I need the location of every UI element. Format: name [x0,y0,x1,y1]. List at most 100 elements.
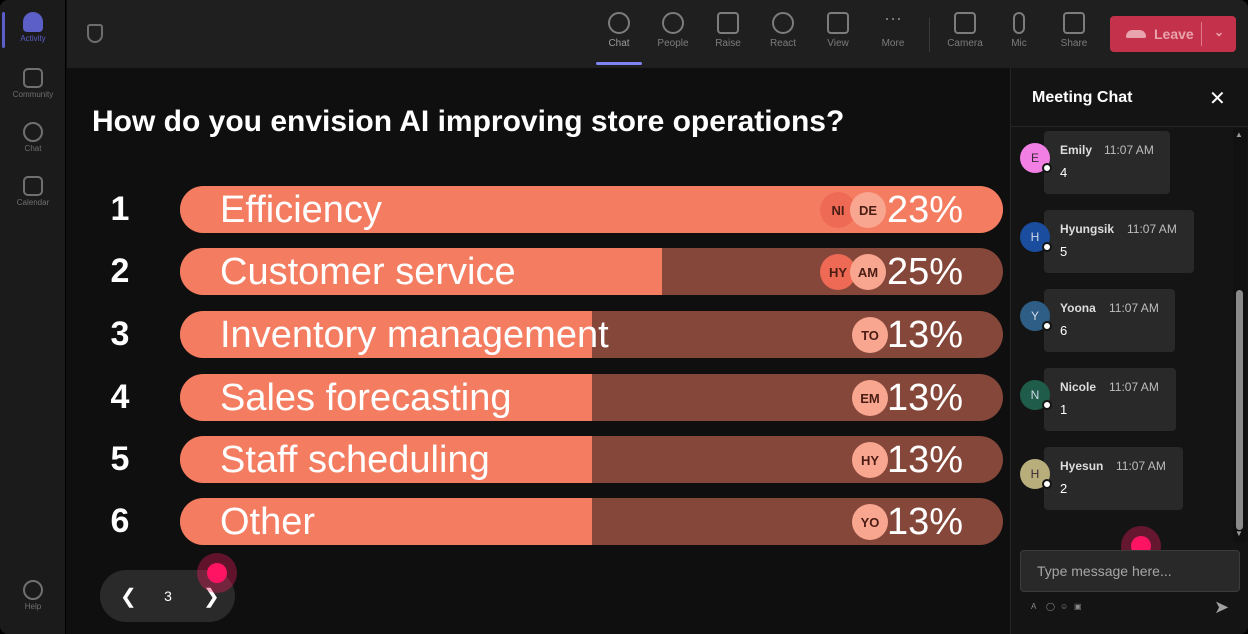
scrollbar-thumb[interactable] [1236,290,1243,530]
sender-avatar: H [1020,222,1052,252]
emoji-icon[interactable]: ☺ [1060,602,1069,611]
message-compose-box[interactable] [1020,550,1240,592]
smiley-icon [772,12,794,34]
option-bar: Sales forecasting 13% EM [180,374,1003,421]
message-text: 6 [1060,323,1068,338]
rail-item-calendar[interactable]: Calendar [0,176,66,207]
chat-message[interactable]: Emily 11:07 AM 4 [1044,131,1170,194]
chat-divider [1011,126,1248,127]
sender-name: Hyungsik [1060,222,1115,236]
react-button[interactable]: React [759,12,807,49]
gif-icon[interactable]: ▣ [1074,602,1082,611]
sender-avatar: E [1020,143,1052,173]
option-number: 1 [110,190,130,228]
chevron-down-icon[interactable]: ⌄ [1213,25,1224,39]
message-text: 2 [1060,481,1068,496]
bell-icon [23,12,43,32]
sender-name: Nicole [1060,380,1097,394]
chat-icon [23,122,43,142]
camera-off-icon [954,12,976,34]
view-button[interactable]: View [814,12,862,49]
send-icon[interactable]: ➤ [1214,597,1230,617]
poll-results: How do you envision AI improving store o… [67,68,1010,634]
more-button[interactable]: ⋯ More [881,9,905,49]
rail-item-activity[interactable]: Activity [0,12,66,43]
community-icon [23,68,43,88]
shield-icon[interactable] [87,24,103,43]
chat-active-indicator [596,62,642,65]
sender-avatar: N [1020,380,1052,410]
rail-item-help[interactable]: Help [0,580,66,611]
chat-button[interactable]: Chat [595,12,643,49]
chevron-right-icon[interactable]: ❯ [203,586,220,608]
option-label: Efficiency [220,189,382,231]
message-text: 4 [1060,165,1068,180]
option-bar-fill [180,498,592,545]
avatar-initial: Y [1030,309,1039,323]
chat-message[interactable]: Hyesun 11:07 AM 2 [1044,447,1183,510]
share-button[interactable]: Share [1050,12,1098,49]
message-text: 1 [1060,402,1068,417]
voter-avatar: TO [852,317,888,353]
option-label: Inventory management [220,314,609,356]
presence-indicator [1042,163,1052,173]
option-bar-fill [180,311,592,358]
option-percentage: 23% [886,189,963,231]
leave-button[interactable]: Leave ⌄ [1110,16,1236,52]
chat-title: Meeting Chat [1032,89,1133,106]
close-icon[interactable]: ✕ [1209,88,1226,110]
scroll-down-arrow[interactable]: ▼ [1235,529,1243,538]
option-label: Customer service [220,251,516,293]
format-icon[interactable]: A [1031,602,1037,611]
message-time: 11:07 AM [1127,222,1177,236]
message-input[interactable] [1021,551,1239,591]
rail-active-indicator [2,12,5,48]
poll-option-row: 6 Other 13% YO [67,498,1010,546]
mic-button[interactable]: Mic [995,12,1043,49]
rail-item-community[interactable]: Community [0,68,66,99]
people-button[interactable]: People [649,12,697,49]
rail-item-chat[interactable]: Chat [0,122,66,153]
option-number: 5 [110,440,130,478]
voter-avatar: HY [852,442,888,478]
chat-message[interactable]: Yoona 11:07 AM 6 [1044,289,1175,352]
sender-name: Emily [1060,143,1093,157]
poll-option-row: 4 Sales forecasting 13% EM [67,374,1010,422]
page-number: 3 [164,588,172,604]
chevron-left-icon[interactable]: ❮ [120,586,137,608]
message-time: 11:07 AM [1109,380,1159,394]
attach-icon[interactable]: ◯ [1046,602,1055,611]
message-time: 11:07 AM [1116,459,1166,473]
option-bar: Customer service 25% HY AM [180,248,1003,295]
option-bar: Efficiency 23% NI DE [180,186,1003,233]
camera-button[interactable]: Camera [941,12,989,49]
chat-icon [608,12,630,34]
poll-option-row: 5 Staff scheduling 13% HY [67,436,1010,484]
hang-up-icon [1126,30,1146,38]
meeting-chat-panel: Meeting Chat ✕ Emily 11:07 AM 4 E Hyungsik 11… [1010,68,1248,634]
poll-question: How do you envision AI improving store o… [92,105,845,138]
calendar-icon [23,176,43,196]
grid-icon [827,12,849,34]
avatar-initial: H [1030,230,1040,244]
message-text: 5 [1060,244,1068,259]
sender-avatar: H [1020,459,1052,489]
app-rail: Activity Community Chat Calendar Help [0,0,66,634]
chat-message[interactable]: Nicole 11:07 AM 1 [1044,368,1176,431]
option-number: 2 [110,252,130,290]
option-number: 6 [110,502,130,540]
avatar-initial: E [1030,151,1039,165]
scroll-up-arrow[interactable]: ▲ [1235,130,1243,139]
raise-hand-button[interactable]: Raise [704,12,752,49]
presence-indicator [1042,242,1052,252]
hand-icon [717,12,739,34]
avatar-initial: N [1030,388,1040,402]
people-icon [662,12,684,34]
poll-option-row: 2 Customer service 25% HY AM [67,248,1010,296]
mic-icon [1013,12,1025,34]
share-screen-icon [1063,12,1085,34]
chat-message[interactable]: Hyungsik 11:07 AM 5 [1044,210,1194,273]
option-percentage: 25% [886,251,963,293]
meeting-toolbar: Chat People Raise React View ⋯ More Came… [67,0,1248,68]
